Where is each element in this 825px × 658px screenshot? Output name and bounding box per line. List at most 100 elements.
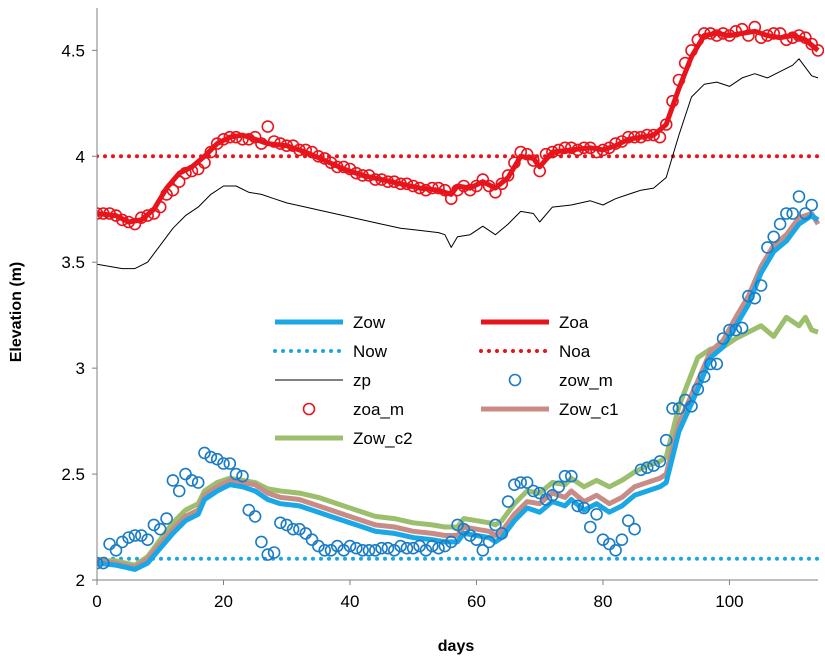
y-tick-label: 3.5 [61, 253, 85, 272]
data-point [520, 476, 534, 489]
data-point [356, 543, 369, 557]
data-point [514, 476, 528, 489]
data-point [406, 541, 420, 555]
data-point [508, 156, 521, 169]
data-point [463, 183, 477, 197]
legend-item-zow-m: zow_m [508, 371, 613, 390]
data-point [375, 541, 388, 555]
data-point [236, 133, 249, 146]
data-point [678, 56, 692, 70]
data-point [381, 175, 395, 188]
data-point [103, 537, 116, 551]
legend-label: Noa [559, 342, 591, 361]
data-point [501, 495, 515, 508]
legend-item-zoa-m: zoa_m [302, 400, 404, 419]
data-point [527, 484, 540, 498]
series-zow-line [97, 213, 820, 572]
legend-label: Now [353, 342, 388, 361]
data-point [128, 217, 142, 231]
data-point [438, 539, 452, 553]
x-tick-label: 40 [341, 592, 360, 611]
data-point [476, 543, 490, 557]
legend-label: Zow_c1 [559, 400, 619, 419]
data-point [792, 190, 806, 203]
data-point [135, 211, 148, 224]
data-point [527, 154, 540, 167]
data-point [444, 535, 458, 549]
data-point [704, 357, 717, 371]
data-point [280, 139, 294, 152]
data-point [343, 162, 357, 176]
data-point [495, 177, 509, 191]
data-point [451, 518, 464, 532]
data-point [786, 31, 800, 45]
data-point [735, 22, 749, 36]
data-point [368, 543, 382, 557]
y-tick-label: 3 [76, 359, 85, 378]
data-point [400, 177, 414, 191]
data-point [267, 135, 281, 148]
data-point [362, 543, 376, 557]
data-point [761, 29, 774, 42]
data-point [255, 535, 268, 549]
data-point [229, 467, 243, 481]
axes-layer: 2 2.5 3 3.5 4 4.5 0 20 40 60 80 100 [61, 8, 818, 611]
data-point [419, 543, 433, 557]
data-point [533, 164, 547, 178]
data-point [432, 181, 445, 195]
data-point [659, 118, 673, 131]
data-point [356, 169, 369, 182]
data-point [729, 323, 743, 337]
data-point [583, 141, 597, 155]
data-point [710, 29, 724, 42]
data-point [767, 230, 781, 244]
data-point [400, 541, 414, 555]
data-point [97, 556, 104, 570]
data-point [318, 152, 332, 165]
data-point [470, 533, 483, 547]
data-point [223, 130, 237, 144]
data-point [805, 37, 819, 51]
data-point [653, 130, 667, 144]
data-point [621, 514, 635, 528]
data-point [552, 480, 566, 494]
data-point [577, 501, 591, 515]
data-point [748, 291, 762, 305]
data-point [571, 143, 585, 157]
data-point [141, 209, 154, 222]
data-point [596, 533, 610, 547]
data-point [413, 539, 426, 553]
data-point [609, 137, 622, 150]
data-point [172, 175, 186, 188]
series-layer [97, 20, 824, 572]
data-point [628, 130, 641, 144]
data-point [489, 518, 502, 532]
data-point [653, 455, 667, 468]
data-point [337, 543, 351, 557]
data-point [362, 169, 376, 182]
data-point [786, 207, 800, 220]
data-point [672, 73, 686, 87]
data-point [615, 533, 629, 547]
y-tick-label: 4 [76, 147, 85, 166]
data-point [723, 29, 736, 42]
data-point [621, 130, 635, 144]
data-point [191, 476, 205, 489]
data-point [691, 382, 705, 396]
data-point [647, 459, 660, 472]
data-point [811, 44, 824, 57]
data-point [470, 179, 483, 193]
data-point [179, 467, 192, 481]
data-point [432, 541, 445, 555]
data-point [799, 31, 812, 45]
legend-item-zp: zp [275, 371, 371, 390]
data-point [482, 179, 496, 193]
legend-label: Zow [353, 313, 386, 332]
data-point [324, 543, 338, 557]
data-point [337, 160, 351, 174]
data-point [463, 529, 477, 542]
data-point [602, 141, 616, 155]
legend-item-zow-c1: Zow_c1 [481, 400, 619, 419]
